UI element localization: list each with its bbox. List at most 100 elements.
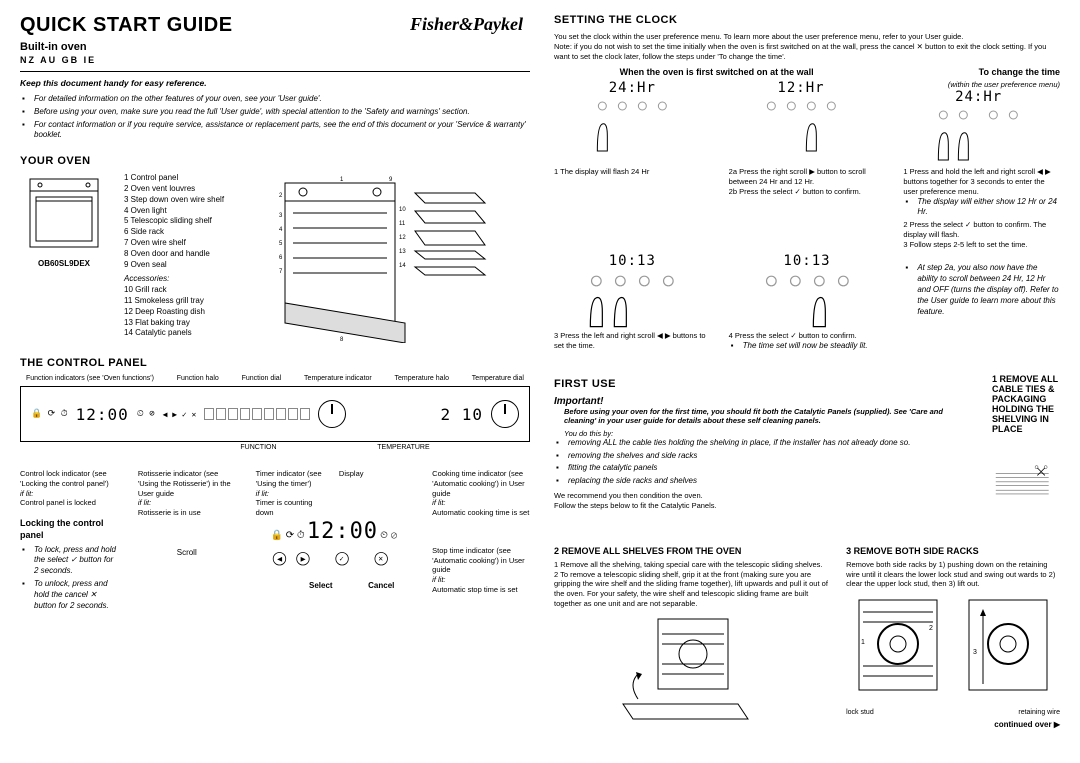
your-oven-title: YOUR OVEN — [20, 155, 530, 167]
scroll-label: Scroll — [138, 548, 236, 558]
setting-clock-title: SETTING THE CLOCK — [554, 14, 1060, 26]
you-do: You do this by: — [554, 429, 974, 438]
accessory: 10 Grill rack — [124, 285, 224, 296]
side-rack-diagram-1: 12 — [853, 594, 943, 704]
recommend: We recommend you then condition the oven… — [554, 491, 974, 501]
hand-press-icon — [729, 269, 886, 329]
rotisserie-label: Rotisserie indicator (see 'Using the Rot… — [138, 469, 236, 498]
accessory: 11 Smokeless grill tray — [124, 296, 224, 307]
cp-label: Temperature halo — [395, 375, 449, 382]
clock-intro: You set the clock within the user prefer… — [554, 32, 1060, 42]
hand-press-icon — [554, 96, 711, 156]
part: 1 Control panel — [124, 173, 224, 184]
display-label: Display — [339, 469, 412, 479]
oven-front-icon — [24, 173, 104, 253]
step2-title: 2 REMOVE ALL SHELVES FROM THE OVEN — [554, 546, 832, 556]
control-panel-title: THE CONTROL PANEL — [20, 357, 530, 369]
panel-clock: 12:00 — [76, 405, 129, 424]
clock-display: 24:Hr — [554, 80, 711, 96]
side-rack-diagram-2: 3 — [963, 594, 1053, 704]
temp-word: TEMPERATURE — [377, 444, 429, 451]
step2-item: 2 To remove a telescopic sliding shelf, … — [554, 570, 832, 609]
svg-text:1: 1 — [861, 639, 865, 646]
bullet: For contact information or if you requir… — [34, 120, 530, 142]
clock-display: 10:13 — [729, 253, 886, 269]
svg-text:3: 3 — [279, 213, 283, 219]
temp-readout: 2 10 — [440, 405, 483, 424]
svg-text:✕: ✕ — [378, 556, 383, 563]
accessory: 13 Flat baking tray — [124, 318, 224, 329]
step: 1 The display will flash 24 Hr — [554, 167, 711, 177]
step: 1 Press and hold the left and right scro… — [903, 167, 1060, 196]
step: 2a Press the right scroll ▶ button to sc… — [729, 167, 886, 187]
fn-word: FUNCTION — [240, 444, 276, 451]
clock-display: 10:13 — [554, 253, 711, 269]
step: The time set will now be steadily lit. — [743, 341, 886, 352]
part: 6 Side rack — [124, 227, 224, 238]
iflit: if lit: — [432, 498, 530, 508]
do-item: removing ALL the cable ties holding the … — [568, 438, 974, 449]
accessory: 12 Deep Roasting dish — [124, 307, 224, 318]
part: 4 Oven light — [124, 206, 224, 217]
svg-text:8: 8 — [340, 337, 344, 343]
regions: NZ AU GB IE — [20, 55, 530, 72]
control-panel-diagram: 🔒 ⟳ ⏱ 12:00 ⏲ ⊘ ◀ ▶ ✓ ✕ 2 10 — [20, 386, 530, 442]
svg-text:9: 9 — [389, 177, 393, 183]
function-icons — [204, 408, 310, 420]
cook-label: Cooking time indicator (see 'Automatic c… — [432, 469, 530, 498]
part: 8 Oven door and handle — [124, 249, 224, 260]
part: 9 Oven seal — [124, 260, 224, 271]
stop-label: Stop time indicator (see 'Automatic cook… — [432, 546, 530, 575]
cp-label: Function indicators (see 'Oven functions… — [26, 375, 154, 382]
svg-text:4: 4 — [279, 227, 283, 233]
hand-press-icon — [554, 269, 711, 329]
iflit-text: Control panel is locked — [20, 498, 118, 508]
step: The display will either show 12 Hr or 24… — [917, 197, 1060, 219]
iflit-text: Rotisserie is in use — [138, 508, 236, 518]
cp-label: Function halo — [177, 375, 219, 382]
svg-text:2: 2 — [279, 193, 283, 199]
model-number: OB60SL9DEX — [20, 259, 108, 268]
svg-text:1: 1 — [340, 177, 344, 183]
svg-text:5: 5 — [279, 241, 283, 247]
step2-item: 1 Remove all the shelving, taking specia… — [554, 560, 832, 570]
accessory: 14 Catalytic panels — [124, 328, 224, 339]
rack-label: retaining wire — [1018, 709, 1060, 716]
accessories-label: Accessories: — [124, 274, 224, 285]
handy-note: Keep this document handy for easy refere… — [20, 78, 530, 88]
iflit: if lit: — [432, 575, 530, 585]
intro-bullets: For detailed information on the other fe… — [20, 94, 530, 141]
step: 4 Press the select ✓ button to confirm. — [729, 331, 886, 341]
step1-title: 1 REMOVE ALL CABLE TIES & PACKAGING HOLD… — [992, 374, 1060, 434]
cp-label: Function dial — [242, 375, 282, 382]
bullet: Before using your oven, make sure you re… — [34, 107, 530, 118]
function-dial-icon — [318, 400, 346, 428]
iflit: if lit: — [256, 489, 329, 499]
continued-over: continued over ▶ — [846, 720, 1060, 729]
svg-text:10: 10 — [399, 207, 406, 213]
timer-label: Timer indicator (see 'Using the timer') — [256, 469, 329, 489]
step3-text: Remove both side racks by 1) pushing dow… — [846, 560, 1060, 589]
scissors-shelving-diagram — [992, 438, 1060, 528]
part: 2 Oven vent louvres — [124, 184, 224, 195]
do-item: removing the shelves and side racks — [568, 451, 974, 462]
iflit-text: Automatic cooking time is set — [432, 508, 530, 518]
first-on-title: When the oven is first switched on at th… — [554, 67, 879, 77]
remove-shelves-diagram — [618, 614, 768, 724]
important-text: Before using your oven for the first tim… — [554, 407, 974, 425]
svg-text:7: 7 — [279, 269, 283, 275]
do-item: replacing the side racks and shelves — [568, 476, 974, 487]
step: 2b Press the select ✓ button to confirm. — [729, 187, 886, 197]
button-row-diagram: ◀ ▶ ✓ ✕ — [256, 547, 412, 578]
select-label: Select — [309, 581, 333, 591]
iflit-text: Timer is counting down — [256, 498, 329, 518]
lock-step: To unlock, press and hold the cancel ✕ b… — [34, 579, 118, 611]
svg-text:2: 2 — [929, 625, 933, 632]
svg-text:12: 12 — [399, 235, 406, 241]
important-label: Important! — [554, 396, 974, 407]
change-time-title: To change the time — [897, 67, 1060, 77]
hand-press-icon — [723, 96, 880, 156]
bullet: For detailed information on the other fe… — [34, 94, 530, 105]
oven-exploded-diagram: 19 210 311 412 513 614 7 8 — [275, 173, 495, 343]
follow: Follow the steps below to fit the Cataly… — [554, 501, 974, 511]
